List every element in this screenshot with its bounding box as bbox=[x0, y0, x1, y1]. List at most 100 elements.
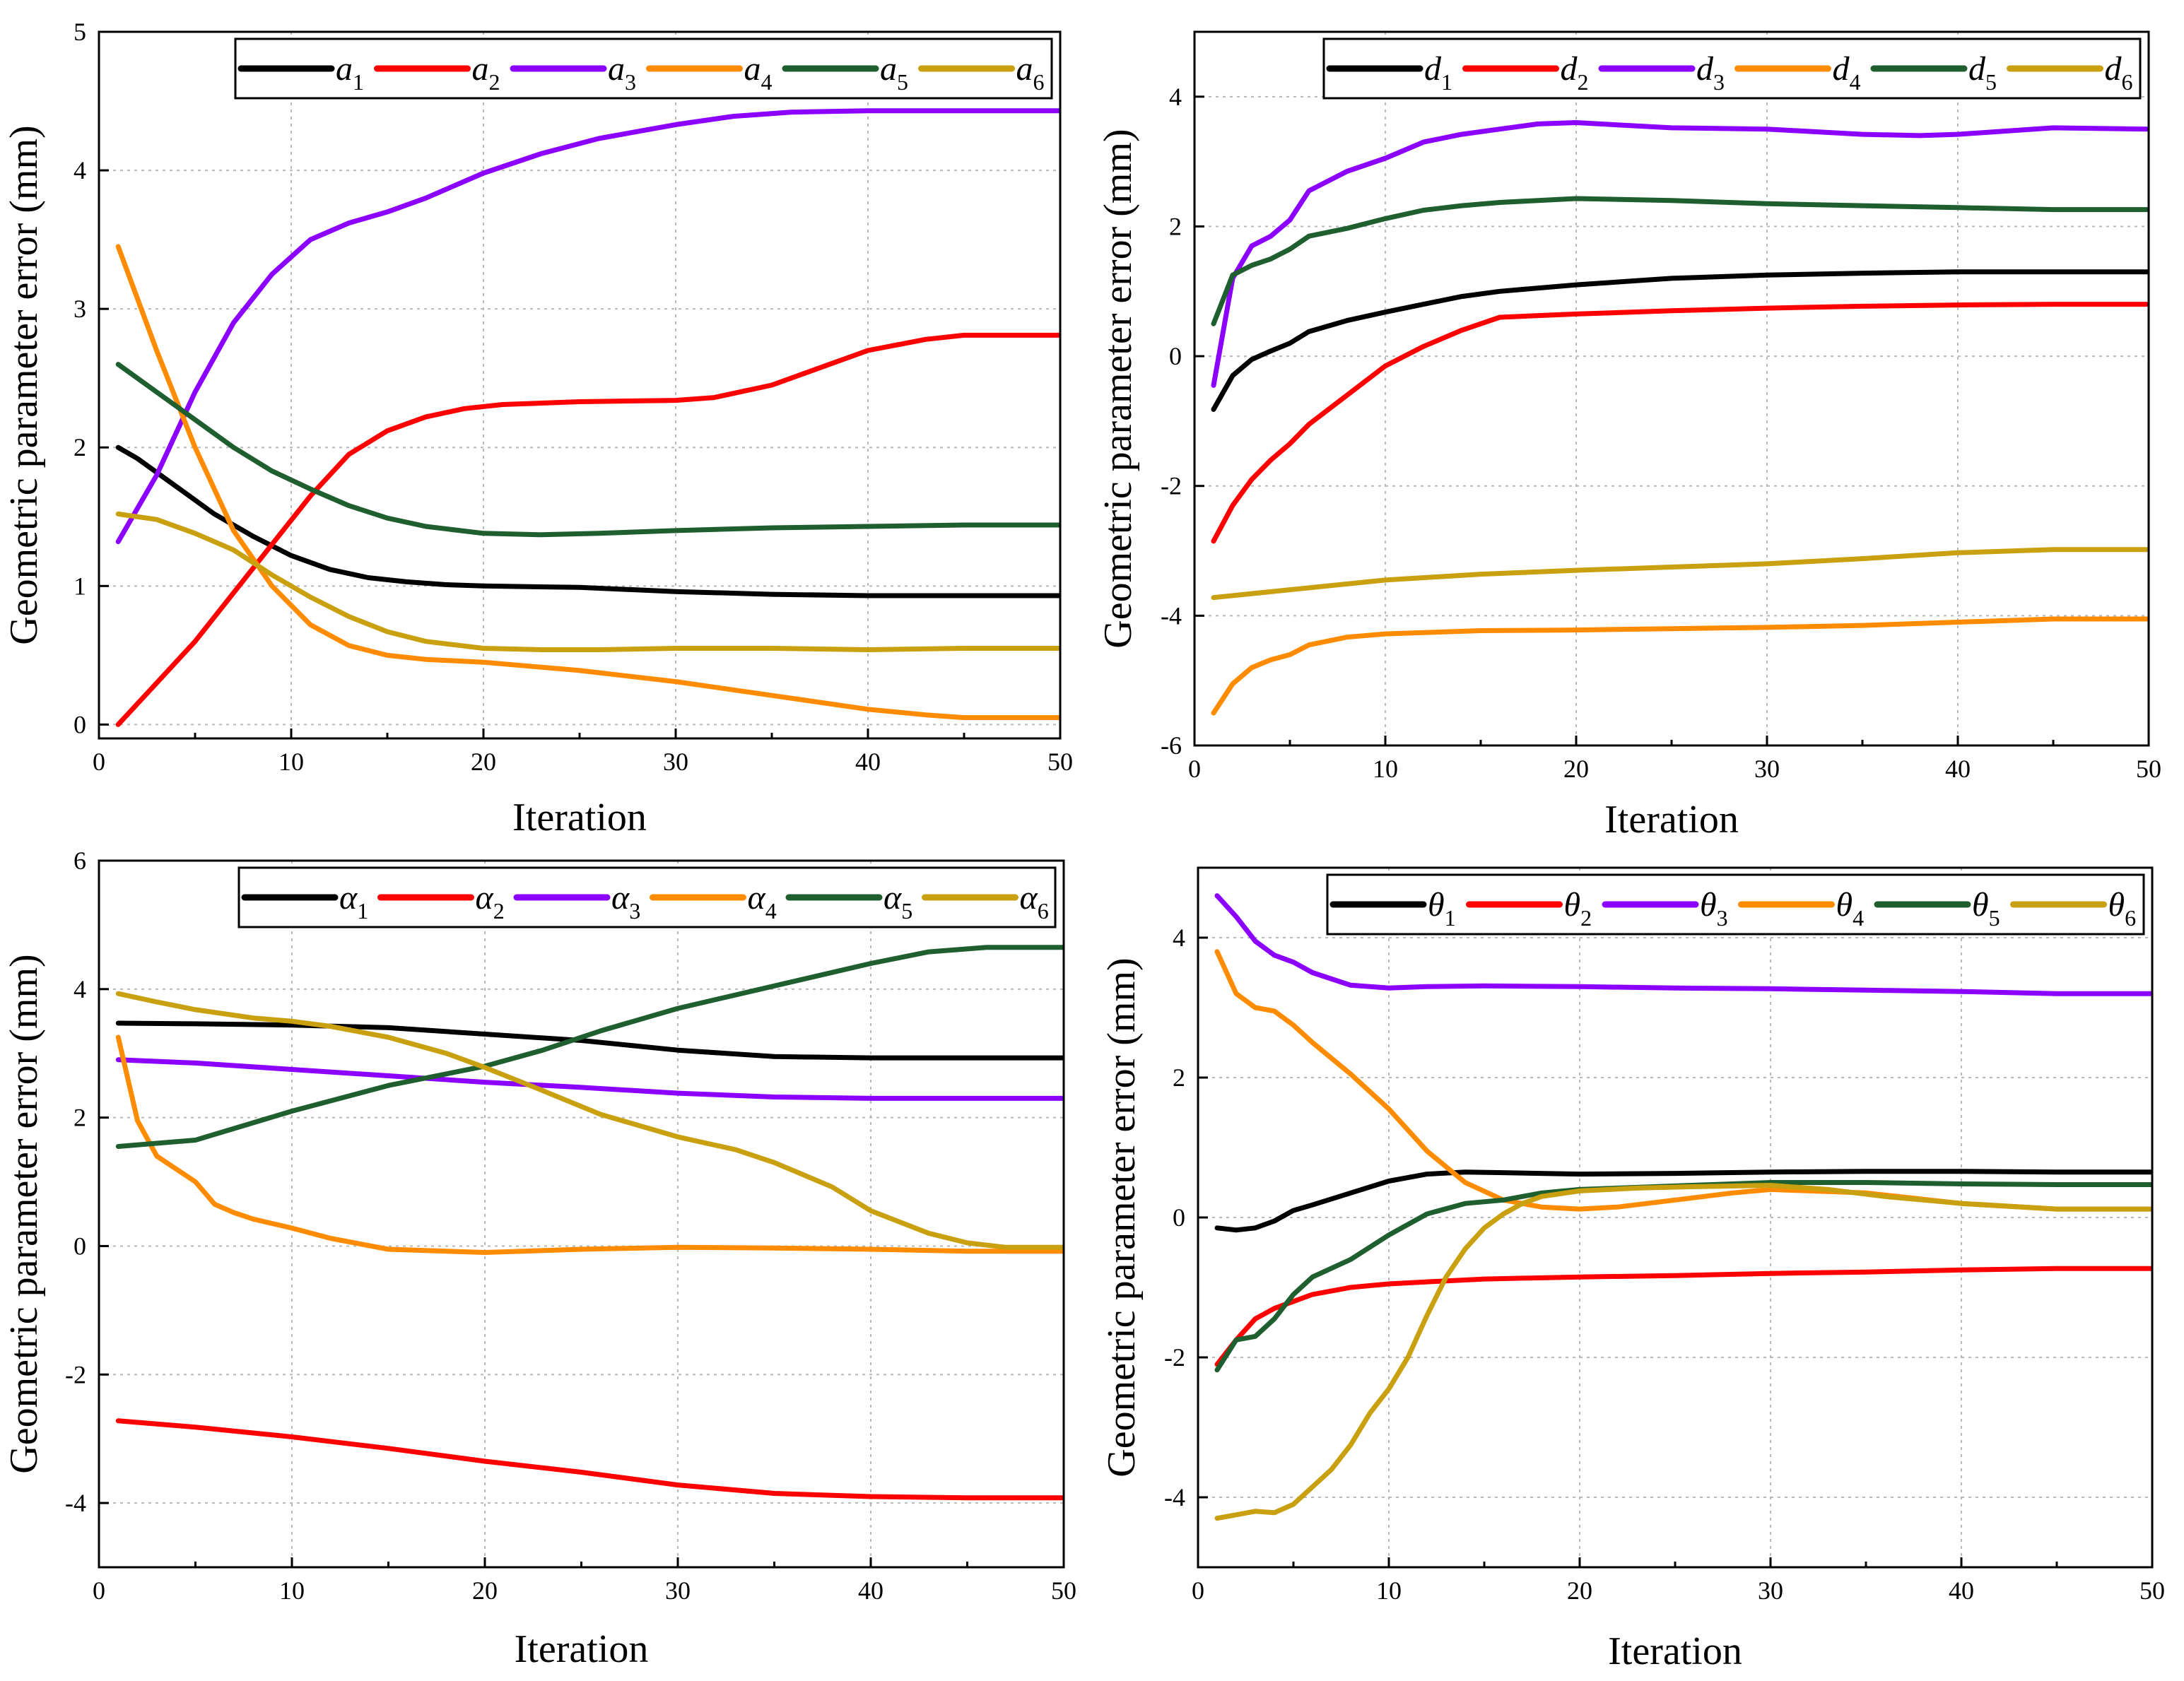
legend-subscript: 6 bbox=[1033, 69, 1045, 95]
series-line-d5 bbox=[1211, 196, 2149, 326]
legend-label-d6: d6 bbox=[2105, 50, 2133, 95]
chart-panel-d-params: 0 10 20 30 40 50 -6 -4 -2 0 2 4 Iteration Geometric p… bbox=[1096, 30, 2161, 842]
legend-subscript: 1 bbox=[1445, 905, 1456, 931]
y-tick-label: 0 bbox=[74, 710, 86, 738]
legend-symbol: a bbox=[880, 50, 897, 88]
x-tick-label: 0 bbox=[93, 748, 105, 776]
legend-symbol: α bbox=[339, 879, 358, 916]
legend-subscript: 3 bbox=[1713, 69, 1725, 95]
legend-label-d4: d4 bbox=[1833, 50, 1861, 95]
x-tick-label: 50 bbox=[2136, 755, 2161, 783]
legend-box bbox=[234, 37, 1053, 100]
legend-label-d2: d2 bbox=[1561, 50, 1589, 95]
legend-label-α6: α6 bbox=[1020, 879, 1049, 924]
y-tick-label: 2 bbox=[74, 433, 86, 461]
legend-label-α5: α5 bbox=[883, 879, 912, 924]
series-line-d6 bbox=[1211, 547, 2149, 601]
y-tick-label: -4 bbox=[1161, 601, 1182, 630]
legend-symbol: θ bbox=[1700, 886, 1717, 924]
series-line-α1 bbox=[115, 1020, 1064, 1061]
legend-subscript: 5 bbox=[897, 69, 908, 95]
legend-label-a6: a6 bbox=[1016, 50, 1045, 95]
legend-box bbox=[1322, 37, 2142, 100]
y-tick-label: 2 bbox=[74, 1104, 86, 1132]
legend-symbol: a bbox=[1016, 50, 1033, 88]
legend-subscript: 5 bbox=[901, 898, 912, 924]
y-axis-title: Geometric parameter error (mm) bbox=[1100, 957, 1144, 1477]
legend-subscript: 3 bbox=[625, 69, 636, 95]
legend-subscript: 2 bbox=[1580, 905, 1592, 931]
series-line-α5 bbox=[115, 945, 1064, 1149]
chart-panel-a-params: 0 10 20 30 40 50 0 1 2 3 4 5 Iteration Geometric para… bbox=[2, 18, 1073, 839]
legend-symbol: θ bbox=[1972, 886, 1989, 924]
x-tick-label: 30 bbox=[1754, 755, 1780, 783]
legend-subscript: 4 bbox=[1850, 69, 1861, 95]
x-tick-label: 10 bbox=[279, 1576, 305, 1605]
x-tick-label: 30 bbox=[1758, 1576, 1783, 1605]
legend-symbol: θ bbox=[2108, 886, 2125, 924]
y-tick-label: -2 bbox=[65, 1360, 86, 1388]
legend-symbol: α bbox=[476, 879, 494, 916]
legend-subscript: 4 bbox=[765, 898, 777, 924]
series-line-θ3 bbox=[1214, 893, 2152, 996]
legend-symbol: d bbox=[1833, 50, 1850, 88]
chart-panel-theta-params: 0 10 20 30 40 50 -4 -2 0 2 4 Iteration Geometric par… bbox=[1100, 866, 2165, 1673]
legend-subscript: 3 bbox=[629, 898, 640, 924]
y-tick-label: 4 bbox=[74, 975, 86, 1003]
y-tick-label: 2 bbox=[1169, 212, 1182, 240]
legend-subscript: 1 bbox=[1441, 69, 1452, 95]
series-line-d1 bbox=[1211, 269, 2149, 412]
x-tick-label: 20 bbox=[472, 1576, 498, 1605]
legend-label-a5: a5 bbox=[880, 50, 908, 95]
x-axis-title: Iteration bbox=[1604, 798, 1739, 842]
series-line-a2 bbox=[115, 332, 1060, 727]
legend-subscript: 4 bbox=[761, 69, 773, 95]
legend-subscript: 2 bbox=[489, 69, 500, 95]
legend-subscript: 6 bbox=[2125, 905, 2136, 931]
y-tick-label: 0 bbox=[1169, 342, 1182, 370]
chart-panel-alpha-params: 0 10 20 30 40 50 -4 -2 0 2 4 6 Iteration Geometric pa… bbox=[2, 847, 1076, 1671]
plot-frame bbox=[98, 30, 1062, 740]
legend-symbol: a bbox=[472, 50, 489, 88]
x-tick-label: 50 bbox=[2139, 1576, 2165, 1605]
legend-subscript: 6 bbox=[1038, 898, 1049, 924]
legend-subscript: 5 bbox=[1989, 905, 2000, 931]
legend-subscript: 2 bbox=[1578, 69, 1589, 95]
legend-subscript: 2 bbox=[493, 898, 505, 924]
x-axis-title: Iteration bbox=[512, 796, 647, 839]
y-tick-label: 0 bbox=[74, 1232, 86, 1260]
legend-label-a1: a1 bbox=[336, 50, 364, 95]
x-tick-label: 30 bbox=[663, 748, 688, 776]
legend-symbol: α bbox=[611, 879, 630, 916]
legend: α1 α2 α3 α4 α5 α6 bbox=[237, 866, 1057, 928]
series-lines bbox=[115, 945, 1064, 1501]
legend-label-α4: α4 bbox=[748, 879, 777, 924]
x-axis-title: Iteration bbox=[515, 1627, 649, 1671]
legend-label-α2: α2 bbox=[476, 879, 505, 924]
series-lines bbox=[1214, 893, 2152, 1521]
legend-label-θ1: θ1 bbox=[1428, 886, 1456, 931]
series-line-d4 bbox=[1211, 616, 2149, 716]
legend-label-θ5: θ5 bbox=[1972, 886, 2000, 931]
legend-label-d3: d3 bbox=[1696, 50, 1725, 95]
series-line-a4 bbox=[115, 244, 1060, 721]
x-axis-title: Iteration bbox=[1608, 1629, 1742, 1673]
x-tick-label: 20 bbox=[1563, 755, 1589, 783]
legend-subscript: 6 bbox=[2122, 69, 2133, 95]
legend-label-θ4: θ4 bbox=[1836, 886, 1865, 931]
x-tick-label: 0 bbox=[1188, 755, 1201, 783]
y-tick-label: 4 bbox=[74, 156, 86, 184]
legend-label-a3: a3 bbox=[608, 50, 636, 95]
legend-symbol: α bbox=[748, 879, 766, 916]
legend-label-θ2: θ2 bbox=[1564, 886, 1592, 931]
y-tick-label: 6 bbox=[74, 847, 86, 875]
legend-subscript: 3 bbox=[1717, 905, 1728, 931]
series-line-α4 bbox=[115, 1034, 1064, 1255]
y-tick-label: -4 bbox=[65, 1489, 86, 1517]
legend-label-θ3: θ3 bbox=[1700, 886, 1728, 931]
y-tick-label: -6 bbox=[1161, 731, 1182, 760]
series-line-d3 bbox=[1211, 120, 2149, 388]
legend-symbol: θ bbox=[1564, 886, 1581, 924]
series-line-θ6 bbox=[1214, 1183, 2152, 1521]
